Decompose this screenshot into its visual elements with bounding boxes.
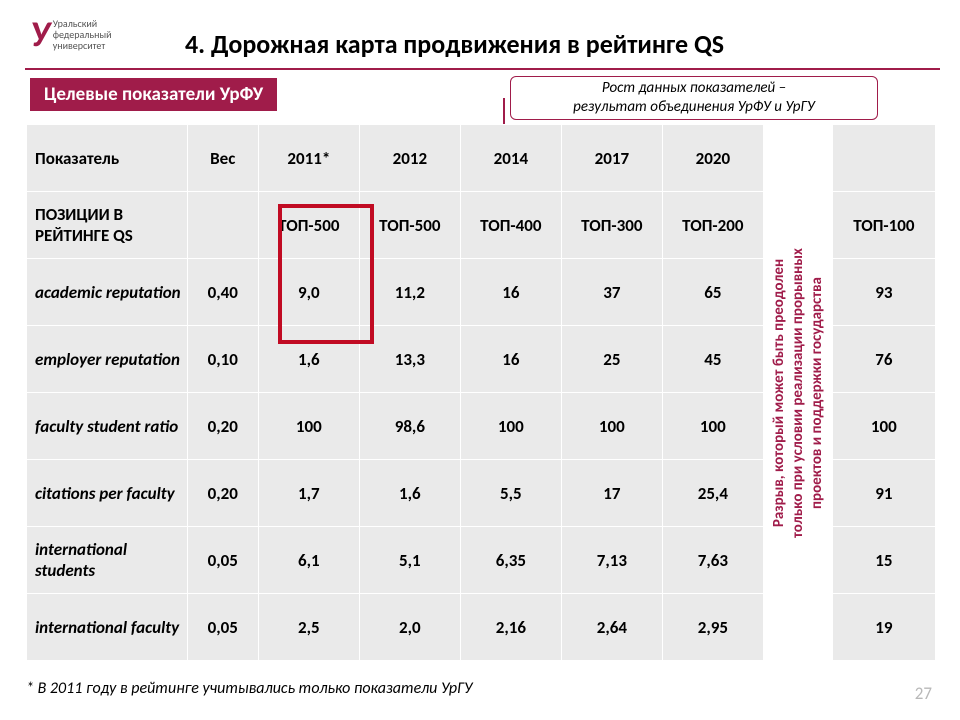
logo-text: Уральский федеральный университет: [53, 18, 112, 51]
table-header: 2011*: [258, 125, 359, 192]
annotation-callout: Рост данных показателей – результат объе…: [510, 76, 878, 120]
data-table-wrap: ПоказательВес2011*2012201420172020Разрыв…: [26, 124, 936, 661]
row-value: 16: [460, 259, 561, 326]
page-title: 4. Дорожная карта продвижения в рейтинге…: [185, 28, 724, 60]
row-value: 17: [561, 460, 662, 527]
subtitle-badge: Целевые показатели УрФУ: [30, 78, 277, 111]
row-weight: 0,05: [187, 594, 258, 661]
row-label: international faculty: [27, 594, 188, 661]
position-cell-last: ТОП-100: [832, 192, 935, 259]
row-value: 100: [561, 393, 662, 460]
row-value-last: 100: [832, 393, 935, 460]
row-value: 1,7: [258, 460, 359, 527]
gap-column: Разрыв, который может быть преодолентоль…: [763, 125, 832, 661]
position-cell: ТОП-200: [662, 192, 763, 259]
table-header: 2012: [359, 125, 460, 192]
row-value-last: 91: [832, 460, 935, 527]
row-value: 2,0: [359, 594, 460, 661]
table-header: 2020: [662, 125, 763, 192]
table-cell: [187, 192, 258, 259]
gap-text: Разрыв, который может быть преодолентоль…: [770, 133, 826, 653]
row-value-last: 93: [832, 259, 935, 326]
university-logo: У Уральский федеральный университет: [30, 18, 112, 51]
row-value: 7,13: [561, 527, 662, 594]
row-value: 98,6: [359, 393, 460, 460]
row-value: 2,95: [662, 594, 763, 661]
row-value: 11,2: [359, 259, 460, 326]
row-value: 37: [561, 259, 662, 326]
row-value-last: 19: [832, 594, 935, 661]
row-label: faculty student ratio: [27, 393, 188, 460]
row-weight: 0,20: [187, 460, 258, 527]
logo-mark: У: [30, 20, 47, 49]
row-weight: 0,10: [187, 326, 258, 393]
position-cell: ТОП-500: [258, 192, 359, 259]
row-value: 13,3: [359, 326, 460, 393]
table-header-last: [832, 125, 935, 192]
row-label: academic reputation: [27, 259, 188, 326]
row-weight: 0,20: [187, 393, 258, 460]
row-value: 25,4: [662, 460, 763, 527]
row-value-last: 15: [832, 527, 935, 594]
position-cell: ТОП-300: [561, 192, 662, 259]
logo-line3: университет: [53, 40, 112, 51]
table-header: Вес: [187, 125, 258, 192]
title-underline: [25, 68, 940, 70]
row-value-last: 76: [832, 326, 935, 393]
row-value: 16: [460, 326, 561, 393]
row-label: employer reputation: [27, 326, 188, 393]
row-value: 9,0: [258, 259, 359, 326]
positions-label: ПОЗИЦИИ В РЕЙТИНГЕ QS: [27, 192, 188, 259]
position-cell: ТОП-500: [359, 192, 460, 259]
row-value: 100: [662, 393, 763, 460]
annotation-line1: Рост данных показателей –: [517, 79, 871, 98]
row-weight: 0,05: [187, 527, 258, 594]
row-value: 100: [258, 393, 359, 460]
row-value: 25: [561, 326, 662, 393]
row-value: 2,64: [561, 594, 662, 661]
row-value: 45: [662, 326, 763, 393]
row-value: 1,6: [359, 460, 460, 527]
row-value: 2,16: [460, 594, 561, 661]
row-label: international students: [27, 527, 188, 594]
position-cell: ТОП-400: [460, 192, 561, 259]
table-header: 2017: [561, 125, 662, 192]
table-header: Показатель: [27, 125, 188, 192]
table-header: 2014: [460, 125, 561, 192]
footnote: * В 2011 году в рейтинге учитывались тол…: [26, 679, 472, 698]
row-value: 1,6: [258, 326, 359, 393]
annotation-line2: результат объединения УрФУ и УрГУ: [517, 98, 871, 117]
row-value: 6,1: [258, 527, 359, 594]
row-weight: 0,40: [187, 259, 258, 326]
row-value: 2,5: [258, 594, 359, 661]
row-value: 7,63: [662, 527, 763, 594]
row-label: citations per faculty: [27, 460, 188, 527]
row-value: 65: [662, 259, 763, 326]
row-value: 100: [460, 393, 561, 460]
data-table: ПоказательВес2011*2012201420172020Разрыв…: [26, 124, 936, 661]
row-value: 6,35: [460, 527, 561, 594]
row-value: 5,1: [359, 527, 460, 594]
page-number: 27: [915, 683, 932, 704]
row-value: 5,5: [460, 460, 561, 527]
